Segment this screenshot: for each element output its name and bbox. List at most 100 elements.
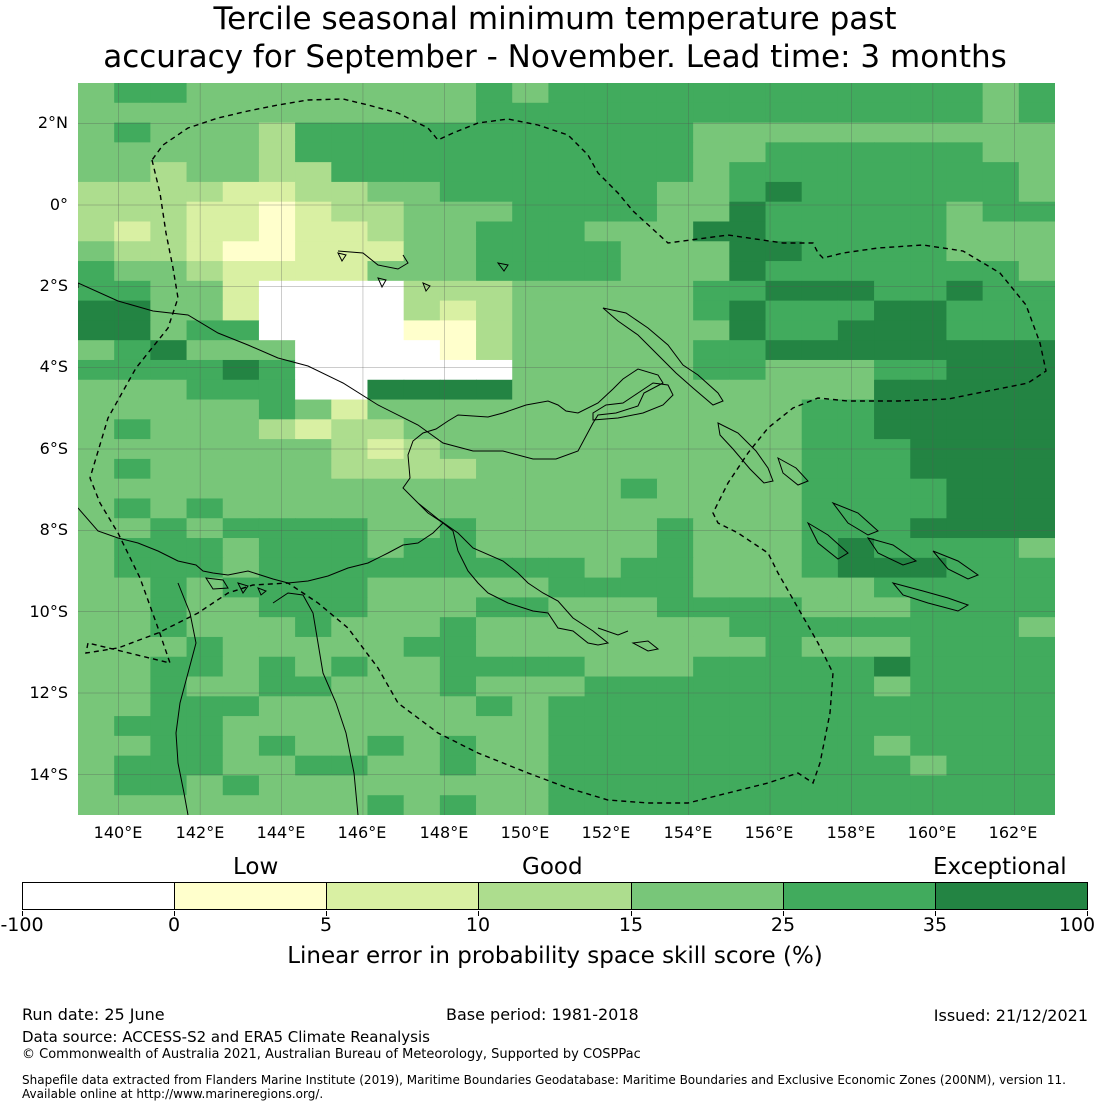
- skill-cell: [222, 458, 260, 480]
- skill-cell: [874, 498, 911, 519]
- skill-cell: [1018, 340, 1055, 361]
- skill-cell: [837, 716, 875, 737]
- skill-cell: [439, 142, 477, 163]
- skill-cell: [693, 379, 730, 401]
- skill-cell: [295, 458, 332, 480]
- skill-cell: [584, 676, 622, 697]
- skill-cell: [548, 122, 586, 143]
- skill-cell: [78, 201, 115, 223]
- skill-cell: [801, 419, 839, 440]
- skill-cell: [222, 656, 260, 678]
- skill-cell: [982, 83, 1020, 104]
- skill-cell: [222, 735, 260, 757]
- skill-cell: [512, 379, 550, 401]
- skill-cell: [331, 478, 369, 500]
- skill-cell: [331, 538, 369, 559]
- skill-cell: [946, 359, 984, 381]
- skill-cell: [656, 241, 694, 262]
- skill-cell: [331, 795, 369, 815]
- skill-cell: [114, 102, 151, 124]
- skill-cell: [258, 359, 296, 381]
- skill-cell: [150, 221, 188, 242]
- skill-cell: [729, 201, 767, 223]
- skill-cell: [403, 181, 441, 203]
- skill-cell: [476, 83, 513, 104]
- title-line-2: accuracy for September - November. Lead …: [103, 39, 1007, 75]
- skill-cell: [367, 102, 405, 124]
- skill-cell: [439, 775, 477, 796]
- skill-cell: [910, 142, 948, 163]
- skill-cell: [946, 181, 984, 203]
- skill-cell: [512, 122, 550, 143]
- skill-cell: [258, 221, 296, 242]
- skill-cell: [512, 518, 550, 539]
- skill-cell: [512, 775, 550, 796]
- skill-cell: [186, 498, 224, 519]
- skill-cell: [403, 478, 441, 500]
- lat-label-2s: 2°S: [39, 276, 68, 295]
- bougainville-coastline: [717, 422, 774, 484]
- skill-cell: [584, 656, 622, 678]
- skill-cell: [837, 498, 875, 519]
- skill-cell: [946, 142, 984, 163]
- skill-cell: [186, 379, 224, 401]
- skill-cell: [114, 201, 151, 223]
- skill-cell: [584, 261, 622, 282]
- skill-cell: [403, 320, 441, 341]
- skill-cell: [620, 735, 658, 757]
- skill-cell: [729, 538, 767, 559]
- skill-cell: [874, 379, 911, 401]
- skill-cell: [150, 735, 188, 757]
- skill-cell: [874, 102, 911, 124]
- skill-cell: [910, 696, 948, 717]
- skill-cell: [548, 636, 586, 658]
- skill-cell: [729, 577, 767, 598]
- skill-cell: [367, 162, 405, 183]
- skill-cell: [439, 676, 477, 697]
- skill-cell: [295, 379, 332, 401]
- skill-cell: [765, 557, 803, 579]
- lon-label-148e: 148°E: [419, 823, 469, 842]
- skill-cell: [982, 439, 1020, 460]
- skill-cell: [331, 439, 369, 460]
- skill-cell: [512, 538, 550, 559]
- skill-cell: [1018, 557, 1055, 579]
- skill-cell: [114, 597, 151, 618]
- skill-cell: [548, 201, 586, 223]
- lon-label-144e: 144°E: [256, 823, 306, 842]
- skill-cell: [258, 201, 296, 223]
- skill-cell: [693, 181, 730, 203]
- skill-cell: [584, 458, 622, 480]
- skill-cell: [403, 775, 441, 796]
- skill-cell: [837, 557, 875, 579]
- skill-grid-cells: [78, 83, 1055, 815]
- skill-cell: [114, 696, 151, 717]
- skill-cell: [114, 261, 151, 282]
- skill-cell: [874, 656, 911, 678]
- skill-cell: [78, 162, 115, 183]
- skill-cell: [114, 636, 151, 658]
- skill-cell: [982, 142, 1020, 163]
- skill-cell: [801, 617, 839, 638]
- skill-cell: [367, 735, 405, 757]
- skill-cell: [403, 716, 441, 737]
- skill-cell: [295, 656, 332, 678]
- skill-cell: [946, 577, 984, 598]
- colorbar-tick-label: 10: [465, 914, 491, 936]
- skill-cell: [620, 261, 658, 282]
- skill-cell: [801, 241, 839, 262]
- skill-cell: [1018, 201, 1055, 223]
- skill-cell: [512, 755, 550, 777]
- skill-cell: [584, 735, 622, 757]
- skill-cell: [331, 636, 369, 658]
- skill-cell: [150, 300, 188, 321]
- skill-cell: [693, 280, 730, 302]
- skill-cell: [656, 280, 694, 302]
- skill-cell: [837, 379, 875, 401]
- skill-cell: [548, 241, 586, 262]
- skill-cell: [222, 538, 260, 559]
- skill-cell: [1018, 280, 1055, 302]
- skill-cell: [946, 755, 984, 777]
- skill-cell: [693, 775, 730, 796]
- skill-cell: [295, 735, 332, 757]
